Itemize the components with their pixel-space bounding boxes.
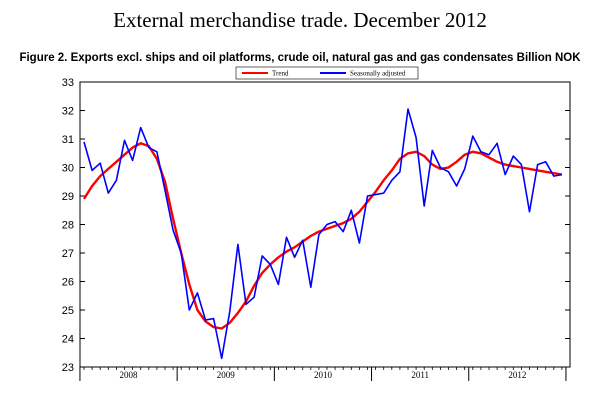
y-tick-label: 23 <box>62 362 74 374</box>
series-lines <box>82 108 563 360</box>
x-axis: 2008 2009 2010 2011 2012 <box>79 367 567 381</box>
y-tick-label: 24 <box>62 334 74 346</box>
y-tick-label: 26 <box>62 277 74 289</box>
x-year-label: 2012 <box>508 370 526 380</box>
page-title: External merchandise trade. December 201… <box>113 8 487 32</box>
plot-frame <box>79 81 571 368</box>
y-tick-label: 31 <box>62 134 74 146</box>
plot-border <box>79 81 571 368</box>
series-line-trend <box>82 142 563 330</box>
y-tick-label: 27 <box>62 248 74 260</box>
legend-label: Seasonally adjusted <box>350 70 406 78</box>
y-tick-label: 25 <box>62 305 74 317</box>
x-year-label: 2010 <box>314 370 333 380</box>
y-tick-label: 32 <box>62 106 74 118</box>
legend: Trend Seasonally adjusted <box>235 66 419 80</box>
y-tick-label: 29 <box>62 191 74 203</box>
y-tick-label: 30 <box>62 163 74 175</box>
x-year-label: 2008 <box>120 370 139 380</box>
legend-label: Trend <box>272 70 289 78</box>
x-year-label: 2009 <box>217 370 236 380</box>
y-axis: 23 24 25 26 27 28 29 30 31 32 33 <box>62 77 570 374</box>
series-line-seasonally-adjusted <box>83 108 563 360</box>
y-tick-label: 33 <box>62 77 74 89</box>
x-year-label: 2011 <box>411 370 429 380</box>
y-tick-label: 28 <box>62 220 74 232</box>
chart-subtitle: Figure 2. Exports excl. ships and oil pl… <box>19 52 581 64</box>
